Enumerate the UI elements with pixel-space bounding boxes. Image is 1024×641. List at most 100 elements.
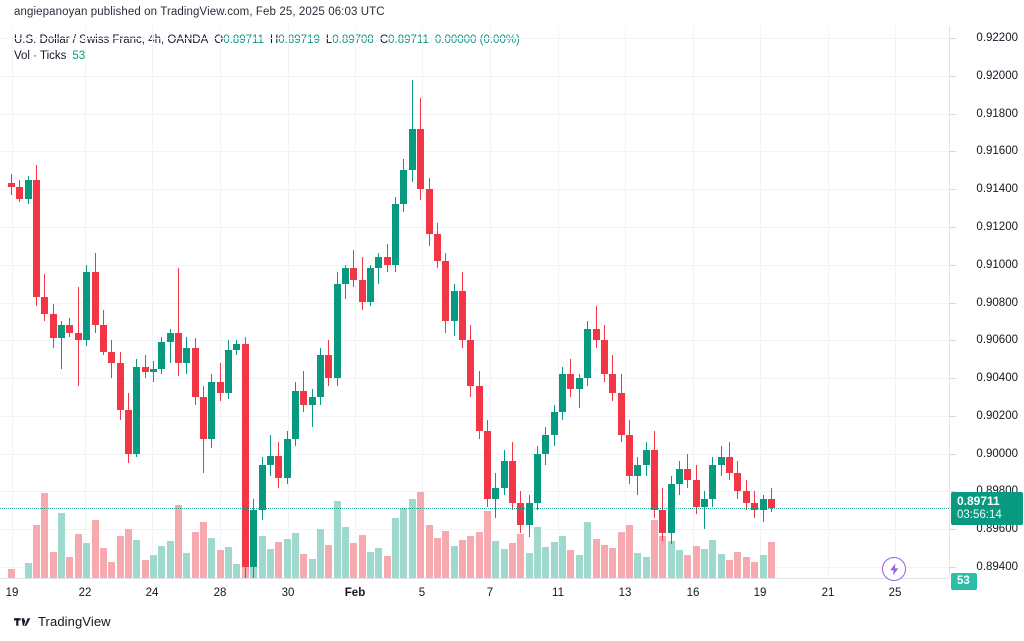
candle-body xyxy=(458,291,466,341)
candle-body xyxy=(124,410,132,454)
volume-bar xyxy=(751,562,759,578)
candle-body xyxy=(567,374,575,390)
legend-symbol[interactable]: U.S. Dollar / Swiss Franc, 4h, OANDA xyxy=(14,34,209,46)
gridline-vertical xyxy=(288,26,289,578)
candle-body xyxy=(133,366,141,454)
volume-bar xyxy=(634,552,642,578)
candlestick-series xyxy=(0,26,949,578)
legend-high-label: H xyxy=(269,34,279,46)
volume-bar xyxy=(116,536,124,578)
candle-body xyxy=(241,344,249,567)
gridline-horizontal xyxy=(0,567,949,568)
candle-wick xyxy=(595,306,597,348)
candle-wick xyxy=(169,328,171,363)
price-axis[interactable]: 0.92200 0.92000 0.91800 0.91600 0.91400 0.912… xyxy=(949,26,1024,590)
legend-close-label: C xyxy=(379,34,389,46)
volume-bar xyxy=(400,508,408,578)
candle-body xyxy=(592,328,600,341)
volume-bar xyxy=(709,539,717,578)
volume-bar xyxy=(509,543,516,578)
candle-body xyxy=(358,279,366,303)
candle-wick xyxy=(637,457,639,496)
candle-body xyxy=(58,325,66,339)
candle-body xyxy=(584,328,592,379)
candle-body xyxy=(258,464,266,511)
candle-body xyxy=(183,347,191,363)
lightning-bolt-icon[interactable] xyxy=(882,557,906,581)
candle-body xyxy=(175,332,182,363)
volume-bar xyxy=(458,539,466,578)
candle-body xyxy=(684,468,692,481)
volume-bar xyxy=(258,536,266,578)
candle-body xyxy=(375,257,383,269)
volume-bar xyxy=(433,537,441,578)
volume-bar xyxy=(575,555,583,578)
price-axis-tick-mark xyxy=(950,415,956,417)
candle-body xyxy=(74,332,82,341)
candle-body xyxy=(275,455,283,479)
candle-body xyxy=(266,455,274,465)
volume-bar xyxy=(316,529,324,578)
volume-bar xyxy=(133,539,141,578)
candle-body xyxy=(600,340,608,375)
candle-body xyxy=(216,381,224,394)
candle-body xyxy=(41,296,49,314)
candle-body xyxy=(342,268,349,284)
candle-body xyxy=(483,430,491,499)
volume-bar xyxy=(33,524,41,578)
volume-bar xyxy=(158,545,166,578)
price-axis-tick: 0.90800 xyxy=(976,296,1018,309)
price-axis-tick: 0.89600 xyxy=(976,523,1018,536)
chart-pane[interactable] xyxy=(0,26,949,578)
candle-wick xyxy=(144,355,146,379)
volume-bar xyxy=(676,550,683,578)
price-axis-tick-mark xyxy=(950,264,956,266)
price-axis-tick-mark xyxy=(950,75,956,77)
candle-body xyxy=(642,449,650,465)
price-axis-tick-mark xyxy=(950,151,956,153)
volume-bar xyxy=(66,557,74,578)
candle-body xyxy=(709,464,717,499)
volume-bar xyxy=(367,551,375,578)
gridline-horizontal xyxy=(0,226,949,228)
candle-body xyxy=(433,234,441,261)
volume-bar xyxy=(358,535,366,578)
volume-bar xyxy=(74,534,82,578)
price-axis-tick-mark xyxy=(950,529,956,531)
candle-body xyxy=(475,385,483,431)
volume-bar xyxy=(149,555,157,578)
legend-volume-title[interactable]: Vol · Ticks xyxy=(14,50,67,62)
volume-bar xyxy=(350,543,358,578)
candle-body xyxy=(291,391,299,439)
volume-bar xyxy=(600,544,608,578)
volume-bar xyxy=(667,541,675,578)
time-axis-tick: 19 xyxy=(753,587,767,599)
candle-body xyxy=(492,487,500,499)
price-axis-tick: 0.90000 xyxy=(976,447,1018,460)
legend-open-value: 0.89711 xyxy=(223,34,264,46)
candle-body xyxy=(325,355,333,379)
volume-bar xyxy=(325,544,333,578)
volume-bar xyxy=(24,563,32,578)
time-axis[interactable]: 19 22 24 28 30 Feb 5 7 11 13 16 19 21 25 xyxy=(0,578,949,607)
candle-body xyxy=(517,502,525,526)
gridline-horizontal xyxy=(0,264,949,266)
gridline-horizontal xyxy=(0,529,949,531)
volume-bar xyxy=(208,537,216,578)
volume-bar xyxy=(283,538,291,578)
volume-bar xyxy=(759,555,767,578)
volume-bar xyxy=(49,551,57,578)
volume-bar xyxy=(166,541,174,578)
legend-change-value: 0.00000 (0.00%) xyxy=(434,34,520,46)
gridline-vertical xyxy=(220,26,221,578)
time-axis-tick: 11 xyxy=(552,587,564,599)
volume-bar xyxy=(124,529,132,578)
price-axis-tick-mark xyxy=(950,189,956,191)
volume-bar xyxy=(475,531,483,578)
price-axis-tick: 0.91400 xyxy=(976,183,1018,196)
candle-body xyxy=(425,189,433,235)
volume-bar xyxy=(275,542,283,578)
candle-body xyxy=(742,491,750,503)
gridline-vertical xyxy=(760,26,761,578)
candle-body xyxy=(225,349,233,394)
